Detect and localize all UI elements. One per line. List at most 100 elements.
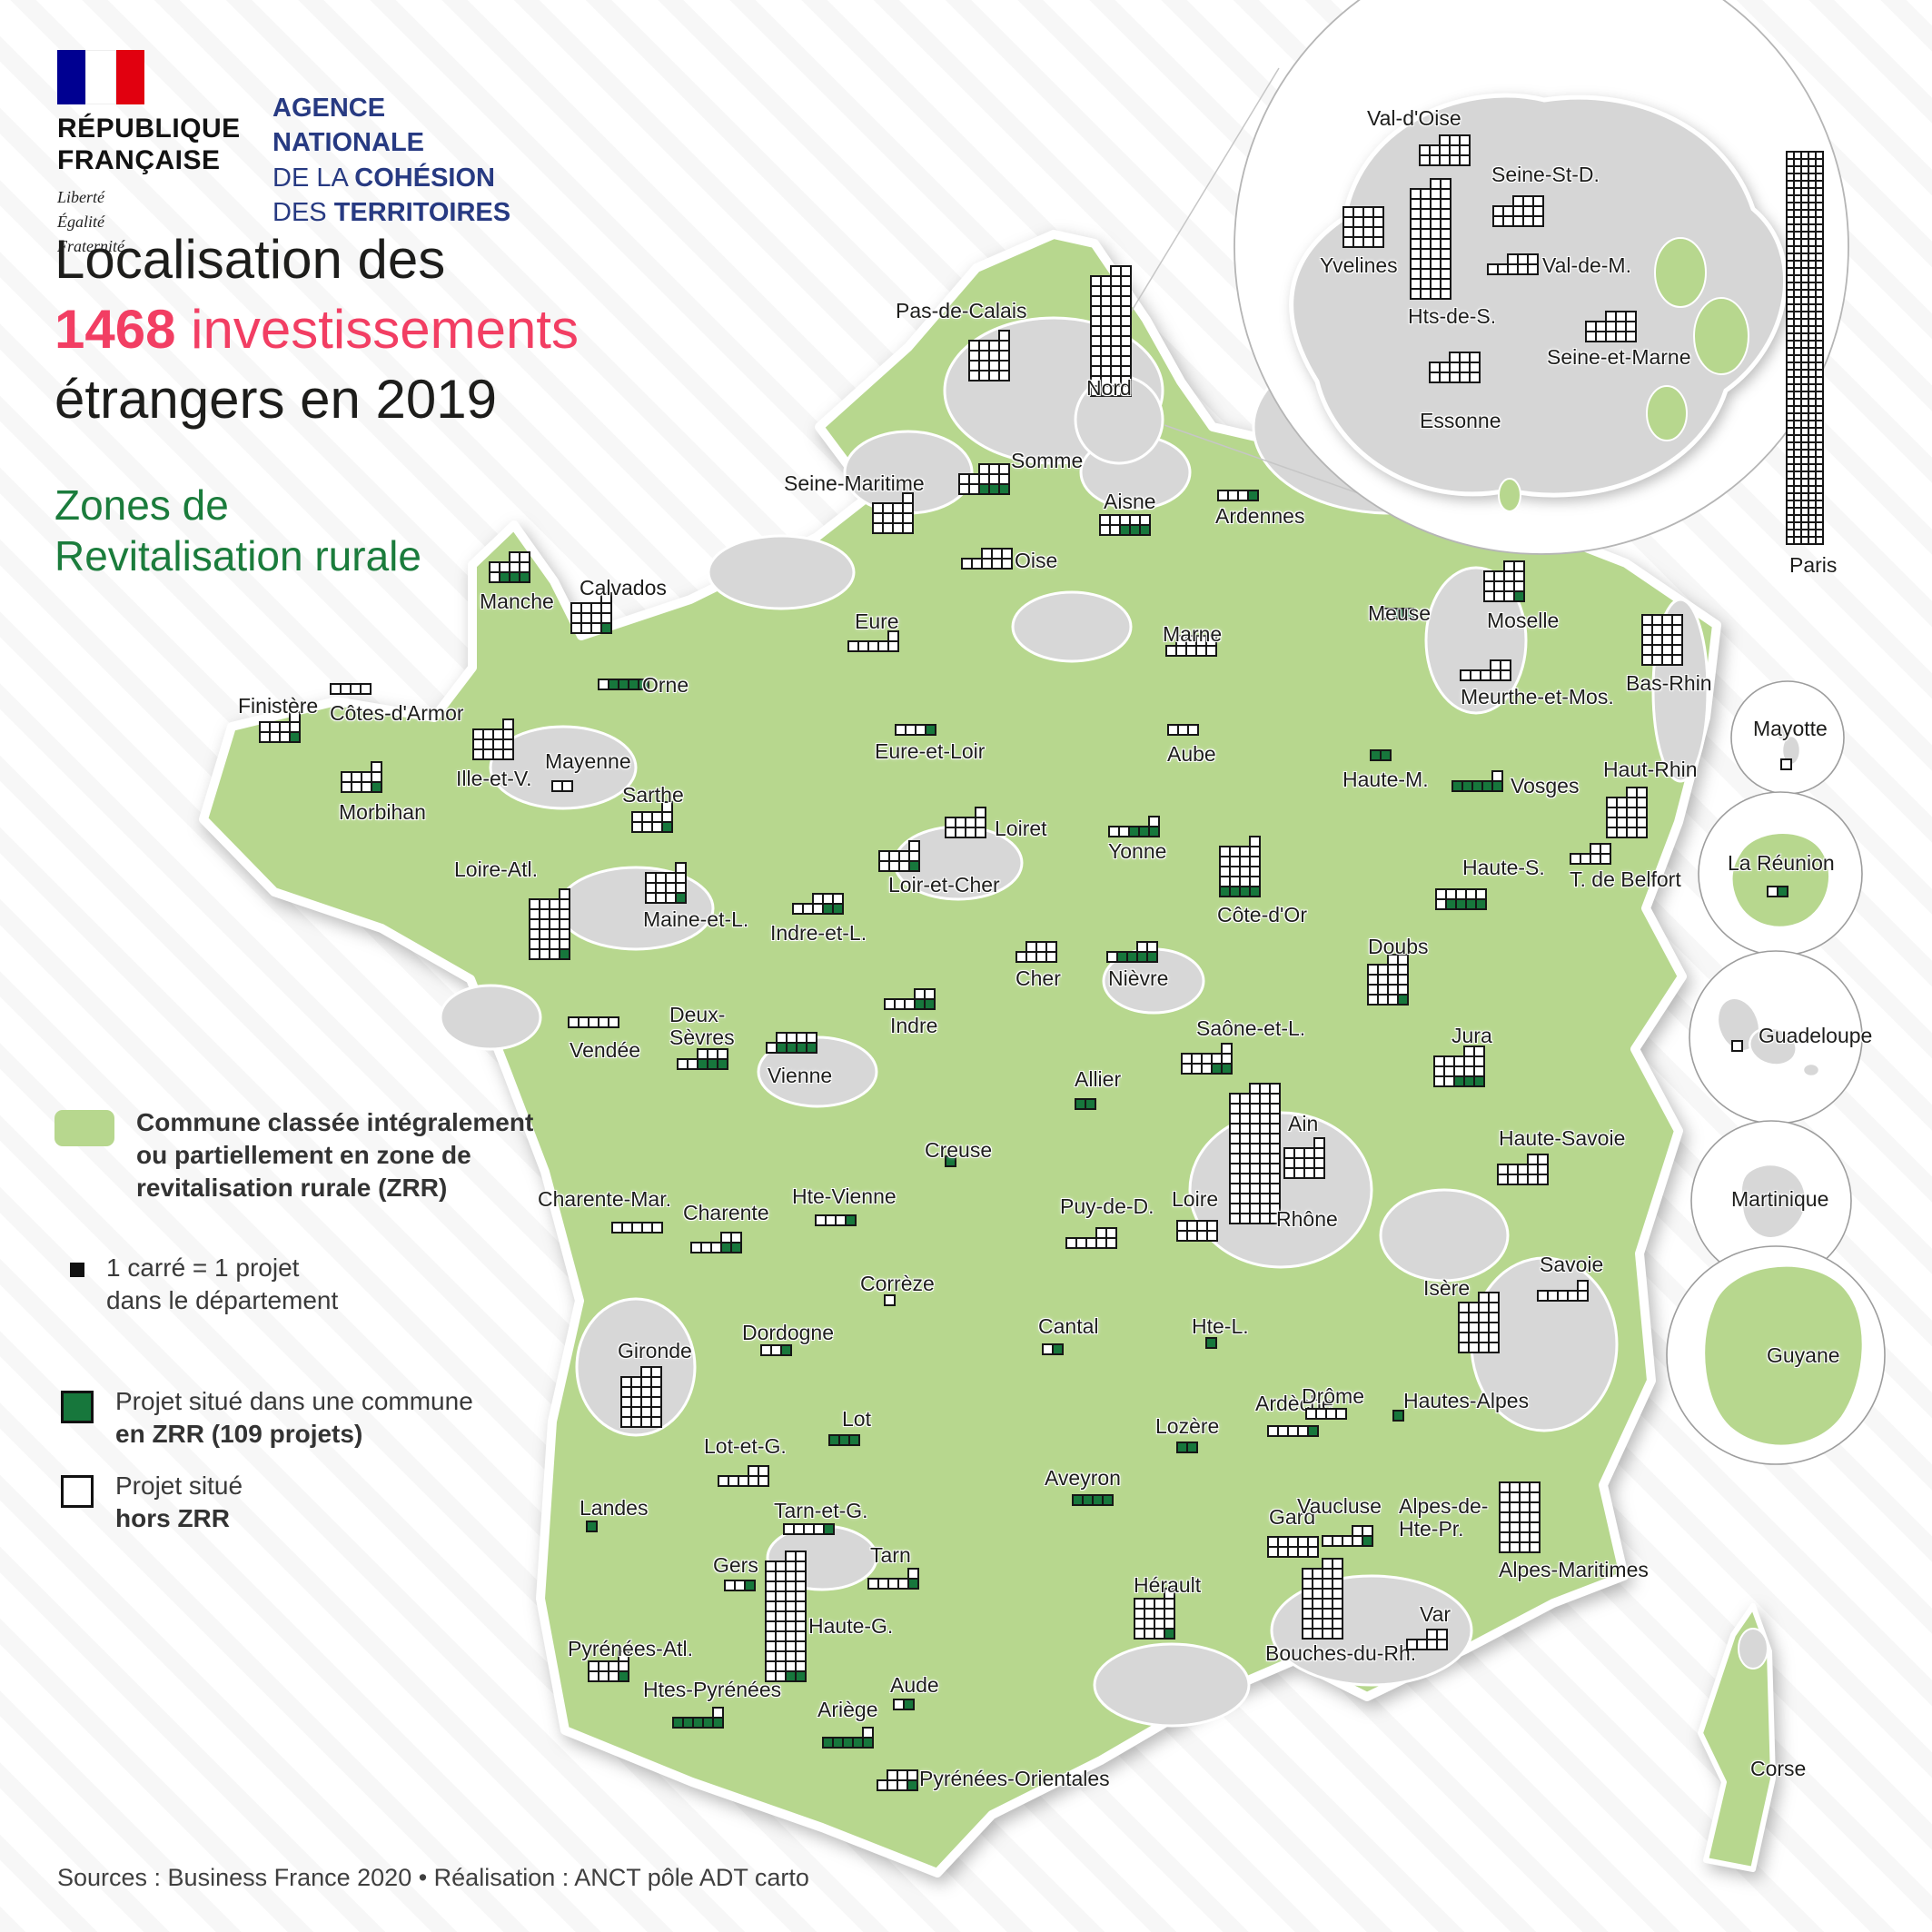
dept-grid-deux-s-vres — [677, 1048, 728, 1070]
dept-grid-dr-me — [1305, 1408, 1347, 1420]
dept-label-gard: Gard — [1269, 1505, 1316, 1529]
project-square — [1500, 669, 1511, 681]
dept-grid-moselle — [1483, 560, 1525, 602]
la-reunion-island — [1730, 831, 1831, 929]
project-square — [1671, 654, 1683, 666]
dept-label-puy-de-d-: Puy-de-D. — [1060, 1194, 1154, 1218]
dept-label-calvados: Calvados — [580, 576, 667, 599]
project-square-zrr — [1249, 886, 1261, 897]
project-square-zrr — [907, 1779, 918, 1791]
project-square-zrr — [638, 679, 649, 690]
project-square — [1335, 1408, 1347, 1420]
dept-label-bas-rhin: Bas-Rhin — [1626, 671, 1712, 695]
dept-label-aisne: Aisne — [1104, 490, 1156, 513]
zrr-swatch — [54, 1110, 114, 1146]
dept-grid-allier — [1075, 1098, 1096, 1110]
dept-grid-seine-st-d- — [1492, 195, 1544, 227]
project-square-zrr — [1392, 1410, 1404, 1422]
dept-grid-alpes-maritimes — [1499, 1481, 1541, 1553]
dept-grid-pas-de-calais — [968, 330, 1010, 381]
dept-grid-la-r-union — [1767, 886, 1788, 897]
dept-grid-aveyron — [1072, 1494, 1114, 1506]
dept-grid-ni-vre — [1106, 941, 1158, 963]
project-square-zrr — [1146, 951, 1158, 963]
project-square — [1577, 1290, 1589, 1302]
dept-grid-eure-et-loir — [895, 724, 936, 736]
corse-shape — [1698, 1603, 1776, 1872]
project-square — [1527, 263, 1539, 275]
dept-grid-meuse — [1382, 608, 1414, 619]
dept-label-ni-vre: Nièvre — [1108, 966, 1169, 990]
project-square — [1469, 372, 1481, 383]
dept-grid-ard-che — [1267, 1425, 1319, 1437]
dept-grid-rh-ne — [1229, 1083, 1281, 1224]
dept-grid-aube — [1167, 724, 1199, 736]
dept-label-marne: Marne — [1163, 622, 1223, 646]
dept-label-meuse: Meuse — [1368, 601, 1432, 625]
dept-label-moselle: Moselle — [1487, 609, 1560, 632]
project-square-zrr — [675, 892, 687, 904]
green-square-icon — [61, 1391, 94, 1423]
project-square — [1625, 331, 1637, 342]
dept-grid-hautes-alpes — [1392, 1410, 1404, 1422]
dept-label-haute-g-: Haute-G. — [808, 1614, 894, 1638]
dept-label-seine-et-marne: Seine-et-Marne — [1547, 345, 1691, 369]
guadeloupe-island — [1716, 996, 1761, 1053]
legend-item-hors-zrr: Projet situé hors ZRR — [54, 1470, 599, 1535]
dept-label-vienne: Vienne — [768, 1064, 833, 1087]
project-square-zrr — [1777, 886, 1788, 897]
project-square-zrr — [848, 1434, 860, 1446]
project-square — [1532, 215, 1544, 227]
dept-label-vosges: Vosges — [1511, 774, 1580, 798]
dept-grid-cher — [1016, 941, 1057, 963]
dept-label-lot: Lot — [842, 1407, 871, 1431]
idf-green-patches — [1498, 237, 1749, 512]
dept-label-oise: Oise — [1015, 549, 1058, 572]
dept-label-corse: Corse — [1750, 1757, 1807, 1780]
dept-label-indre: Indre — [890, 1014, 938, 1037]
dept-label-bouches-du-rh-: Bouches-du-Rh. — [1265, 1641, 1417, 1665]
dept-label-cantal: Cantal — [1038, 1314, 1099, 1338]
dept-grid-indre-et-l- — [792, 893, 844, 915]
dept-label-loire: Loire — [1172, 1187, 1219, 1211]
project-square — [902, 522, 914, 534]
dept-grid-haut-rhin — [1606, 787, 1648, 838]
dept-label-hte-l-: Hte-L. — [1192, 1314, 1249, 1338]
dept-grid-hte-l- — [1205, 1337, 1217, 1349]
dept-grid-corr-ze — [884, 1294, 896, 1306]
dept-label-ardennes: Ardennes — [1215, 504, 1305, 528]
marianne-logo: RÉPUBLIQUE FRANÇAISE Liberté Égalité Fra… — [57, 50, 241, 259]
dept-label-ari-ge: Ariège — [817, 1698, 878, 1721]
dept-label-yvelines: Yvelines — [1320, 253, 1398, 277]
dept-grid-essonne — [1429, 352, 1481, 383]
dept-grid-charente-mar- — [611, 1222, 663, 1234]
dept-label-tarn-et-g-: Tarn-et-G. — [774, 1499, 868, 1522]
dept-label-hte-vienne: Hte-Vienne — [792, 1184, 897, 1208]
dept-grid-c-te-d-or — [1219, 836, 1261, 897]
dept-label-haute-s-: Haute-S. — [1462, 856, 1545, 879]
dept-label-pas-de-calais: Pas-de-Calais — [896, 299, 1027, 322]
dept-label-c-tes-d-armor: Côtes-d'Armor — [330, 701, 464, 725]
dept-label-vend-e: Vendée — [570, 1038, 641, 1062]
dept-label-loir-et-cher: Loir-et-Cher — [888, 873, 1000, 897]
dept-grid-haute-g- — [765, 1551, 807, 1682]
project-square-zrr — [1139, 524, 1151, 536]
project-square-zrr — [907, 1578, 919, 1590]
project-square-zrr — [1148, 826, 1160, 837]
dept-label-maine-et-l-: Maine-et-L. — [643, 907, 749, 931]
project-square-zrr — [1491, 780, 1503, 792]
project-square — [1636, 827, 1648, 838]
dept-grid-meurthe-et-mos- — [1460, 659, 1511, 681]
dept-grid-oise — [961, 548, 1013, 570]
project-square-zrr — [832, 903, 844, 915]
dept-grid-gers — [724, 1580, 756, 1591]
project-square — [1045, 951, 1057, 963]
project-square-zrr — [823, 1523, 835, 1535]
dept-grid-aisne — [1099, 514, 1151, 536]
dept-grid-hts-de-s- — [1410, 178, 1451, 300]
dept-label-alpes-maritimes: Alpes-Maritimes — [1499, 1558, 1649, 1581]
dept-label-creuse: Creuse — [925, 1138, 993, 1162]
dept-grid-loir-et-cher — [878, 840, 920, 872]
dept-label-pyr-n-es-atl-: Pyrénées-Atl. — [568, 1637, 694, 1660]
dept-label-h-rault: Hérault — [1134, 1573, 1202, 1597]
